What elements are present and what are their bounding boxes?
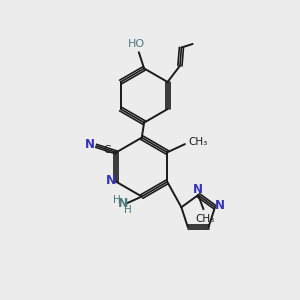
Text: CH₃: CH₃ bbox=[195, 214, 214, 224]
Text: N: N bbox=[117, 197, 128, 210]
Text: N: N bbox=[106, 174, 116, 188]
Text: CH₃: CH₃ bbox=[188, 137, 208, 147]
Text: H: H bbox=[124, 206, 132, 215]
Text: H: H bbox=[113, 195, 121, 205]
Text: N: N bbox=[85, 138, 95, 151]
Text: N: N bbox=[193, 183, 202, 196]
Text: N: N bbox=[215, 199, 225, 212]
Text: C: C bbox=[104, 145, 111, 155]
Text: HO: HO bbox=[128, 39, 145, 49]
